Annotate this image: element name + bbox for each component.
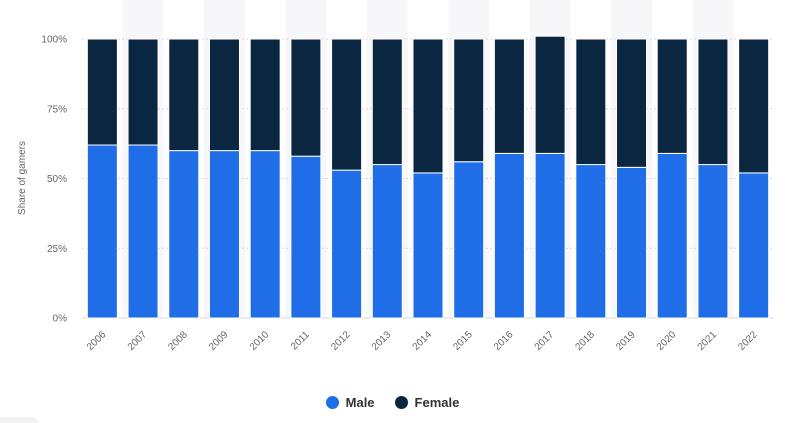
bar-male-2018[interactable] xyxy=(575,164,607,319)
bar-female-2006[interactable] xyxy=(86,38,118,146)
x-tick-label: 2008 xyxy=(166,329,190,353)
bar-male-2021[interactable] xyxy=(697,164,729,319)
bar-female-2016[interactable] xyxy=(493,38,525,154)
legend: Male Female xyxy=(0,392,785,412)
x-tick-label: 2009 xyxy=(207,329,231,353)
bar-male-2006[interactable] xyxy=(86,144,118,319)
bar-female-2021[interactable] xyxy=(697,38,729,166)
bar-male-2013[interactable] xyxy=(371,164,403,319)
bar-female-2019[interactable] xyxy=(616,38,648,168)
bar-female-2009[interactable] xyxy=(208,38,240,152)
x-tick-label: 2021 xyxy=(696,329,720,353)
bar-male-2020[interactable] xyxy=(656,152,688,319)
bar-female-2013[interactable] xyxy=(371,38,403,166)
bar-male-2012[interactable] xyxy=(331,169,363,319)
x-tick-label: 2012 xyxy=(329,329,353,353)
bar-female-2011[interactable] xyxy=(290,38,322,157)
y-tick-label: 75% xyxy=(47,104,67,115)
x-tick-label: 2018 xyxy=(573,329,597,353)
x-tick-label: 2013 xyxy=(370,329,394,353)
x-tick-label: 2015 xyxy=(451,329,475,353)
x-tick-label: 2011 xyxy=(289,329,312,352)
x-tick-label: 2007 xyxy=(126,329,150,353)
x-tick-label: 2014 xyxy=(411,329,435,353)
x-tick-label: 2022 xyxy=(736,329,760,353)
bar-male-2009[interactable] xyxy=(208,150,240,319)
bar-female-2015[interactable] xyxy=(453,38,485,163)
bar-male-2017[interactable] xyxy=(534,152,566,319)
y-tick-label: 0% xyxy=(53,314,68,325)
y-axis-ticks: 0% 25% 50% 75% 100% xyxy=(41,35,67,325)
y-tick-label: 25% xyxy=(47,244,67,255)
bar-male-2016[interactable] xyxy=(493,152,525,319)
corner-tab xyxy=(0,417,38,423)
y-tick-label: 100% xyxy=(41,35,67,46)
bar-male-2008[interactable] xyxy=(168,150,200,319)
x-axis-ticks: 2006 2007 2008 2009 2010 2011 2012 2013 2014 2015… xyxy=(85,329,760,353)
x-tick-label: 2016 xyxy=(492,329,516,353)
legend-item-female[interactable]: Female xyxy=(394,394,460,410)
x-tick-label: 2020 xyxy=(655,329,679,353)
bar-female-2018[interactable] xyxy=(575,38,607,166)
legend-item-male[interactable]: Male xyxy=(325,394,375,410)
bar-female-2010[interactable] xyxy=(249,38,281,152)
bar-female-2017[interactable] xyxy=(534,35,566,154)
bar-female-2020[interactable] xyxy=(656,38,688,154)
legend-marker-male xyxy=(325,395,339,409)
bar-female-2007[interactable] xyxy=(127,38,159,146)
bars xyxy=(86,35,770,319)
legend-label-male: Male xyxy=(345,394,375,410)
bar-male-2014[interactable] xyxy=(412,172,444,319)
bar-male-2019[interactable] xyxy=(616,166,648,319)
y-tick-label: 50% xyxy=(47,174,67,185)
legend-label-female: Female xyxy=(414,394,460,410)
x-tick-label: 2017 xyxy=(533,329,557,353)
legend-marker-female xyxy=(394,395,408,409)
bar-male-2015[interactable] xyxy=(453,161,485,319)
bar-female-2008[interactable] xyxy=(168,38,200,152)
x-tick-label: 2006 xyxy=(85,329,109,353)
y-axis-title: Share of gamers xyxy=(17,141,28,215)
bar-female-2014[interactable] xyxy=(412,38,444,174)
bar-male-2010[interactable] xyxy=(249,150,281,319)
bar-male-2022[interactable] xyxy=(738,172,770,319)
bar-female-2022[interactable] xyxy=(738,38,770,174)
bar-female-2012[interactable] xyxy=(331,38,363,171)
x-tick-label: 2019 xyxy=(614,329,638,353)
x-tick-label: 2010 xyxy=(248,329,272,353)
bar-male-2011[interactable] xyxy=(290,155,322,319)
bar-male-2007[interactable] xyxy=(127,144,159,319)
